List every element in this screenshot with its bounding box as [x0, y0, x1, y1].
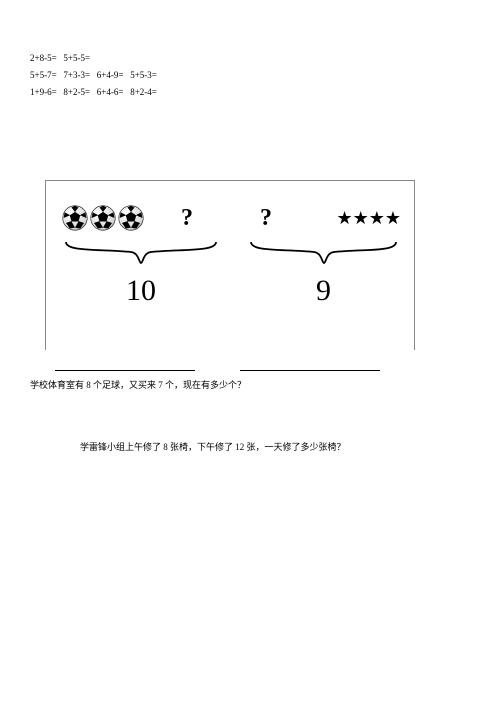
- brace-icon: [246, 239, 401, 267]
- word-problem-1: 学校体育室有 8 个足球，又买来 7 个，现在有多少个？: [30, 378, 246, 391]
- question-mark-icon: ?: [181, 205, 193, 232]
- star-icon: ★: [385, 209, 401, 227]
- right-item-row: ? ★★★★: [246, 201, 401, 235]
- total-number: 10: [61, 274, 221, 308]
- question-mark-icon: ?: [260, 205, 272, 232]
- star-icon: ★: [336, 209, 352, 227]
- answer-line: [240, 370, 380, 371]
- brace-icon: [61, 239, 221, 267]
- equation-row: 1+9-6= 8+2-5= 6+4-6= 8+2-4=: [30, 84, 157, 101]
- left-item-row: ?: [61, 201, 221, 235]
- soccer-ball-icon: [117, 204, 145, 232]
- word-problem-2: 学雷锋小组上午修了 8 张椅，下午修了 12 张，一天修了多少张椅？: [80, 440, 346, 453]
- soccer-ball-icon: [89, 204, 117, 232]
- total-number: 9: [246, 274, 401, 308]
- diagram-box: ? 10 ? ★★★★ 9: [45, 180, 415, 350]
- equations-block: 2+8-5= 5+5-5= 5+5-7= 7+3-3= 6+4-9= 5+5-3…: [30, 50, 157, 101]
- star-icon: ★: [369, 209, 385, 227]
- equation-row: 2+8-5= 5+5-5=: [30, 50, 157, 67]
- group-right: ? ★★★★ 9: [246, 201, 401, 308]
- equation-row: 5+5-7= 7+3-3= 6+4-9= 5+5-3=: [30, 67, 157, 84]
- soccer-balls: [61, 204, 145, 232]
- group-left: ? 10: [61, 201, 221, 308]
- answer-line: [55, 370, 195, 371]
- stars: ★★★★: [336, 209, 401, 227]
- soccer-ball-icon: [61, 204, 89, 232]
- star-icon: ★: [353, 209, 369, 227]
